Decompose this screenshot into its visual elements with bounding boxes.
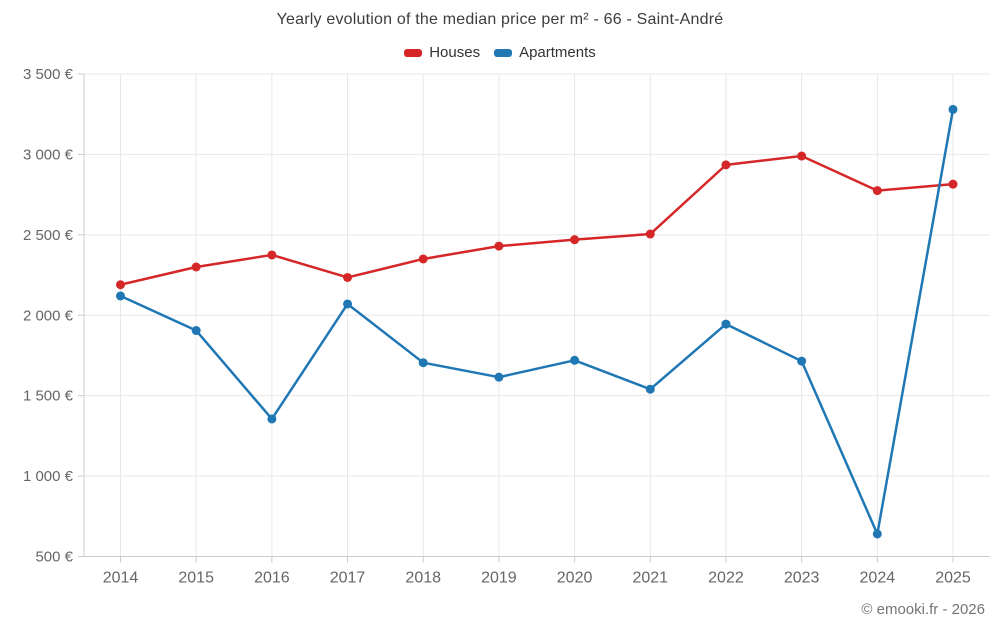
y-axis-tick-label: 3 000 € <box>23 146 74 163</box>
data-point-houses-2023[interactable] <box>797 151 807 161</box>
data-point-houses-2022[interactable] <box>721 160 731 170</box>
x-axis-tick-label: 2015 <box>178 570 214 587</box>
y-axis-tick-label: 1 500 € <box>23 388 74 405</box>
data-point-houses-2019[interactable] <box>494 241 504 251</box>
data-point-apartments-2016[interactable] <box>267 414 277 424</box>
x-axis-tick-label: 2023 <box>784 570 820 587</box>
x-axis-tick-label: 2024 <box>860 570 896 587</box>
data-point-houses-2020[interactable] <box>570 235 580 245</box>
watermark: © emooki.fr - 2026 <box>861 601 985 618</box>
x-axis-tick-label: 2022 <box>708 570 744 587</box>
series-line-houses[interactable] <box>119 154 955 286</box>
legend-label-houses: Houses <box>429 44 481 61</box>
legend-item-apartments[interactable]: Apartments <box>494 44 596 61</box>
data-point-houses-2024[interactable] <box>872 186 882 196</box>
x-axis-tick-label: 2021 <box>632 570 668 587</box>
y-axis-tick-label: 2 000 € <box>23 307 74 324</box>
y-axis-tick-label: 3 500 € <box>23 66 74 83</box>
data-point-apartments-2014[interactable] <box>116 291 125 301</box>
series-line-apartments[interactable] <box>119 108 955 536</box>
chart-legend: Houses Apartments <box>0 44 1000 61</box>
houses-series-swatch-icon <box>404 48 423 57</box>
data-point-apartments-2024[interactable] <box>872 529 882 539</box>
data-point-houses-2021[interactable] <box>645 229 655 239</box>
data-point-houses-2014[interactable] <box>116 280 125 290</box>
x-axis-tick-label: 2019 <box>481 570 517 587</box>
data-point-houses-2018[interactable] <box>418 254 428 264</box>
x-axis-tick-label: 2018 <box>405 570 441 587</box>
x-axis-tick-label: 2014 <box>103 570 139 587</box>
data-point-apartments-2015[interactable] <box>191 326 201 336</box>
data-point-apartments-2023[interactable] <box>797 356 807 366</box>
chart-title: Yearly evolution of the median price per… <box>276 11 724 28</box>
data-point-houses-2015[interactable] <box>191 262 201 272</box>
x-axis-tick-label: 2017 <box>330 570 366 587</box>
data-point-apartments-2020[interactable] <box>570 355 580 365</box>
data-point-houses-2025[interactable] <box>948 179 958 189</box>
data-point-apartments-2019[interactable] <box>494 372 504 382</box>
data-point-apartments-2021[interactable] <box>645 384 655 394</box>
x-axis-tick-label: 2020 <box>557 570 593 587</box>
data-point-apartments-2025[interactable] <box>948 104 958 114</box>
y-axis-tick-label: 1 000 € <box>23 468 74 485</box>
data-point-apartments-2022[interactable] <box>721 319 731 329</box>
x-axis-tick-label: 2025 <box>935 570 971 587</box>
legend-label-apartments: Apartments <box>519 44 596 61</box>
data-point-apartments-2018[interactable] <box>418 358 428 368</box>
x-axis-tick-label: 2016 <box>254 570 290 587</box>
y-axis-tick-label: 2 500 € <box>23 227 74 244</box>
data-point-houses-2017[interactable] <box>343 272 353 282</box>
legend-item-houses[interactable]: Houses <box>404 44 480 61</box>
data-point-houses-2016[interactable] <box>267 250 277 260</box>
data-point-apartments-2017[interactable] <box>343 299 353 309</box>
y-axis-tick-label: 500 € <box>35 549 73 566</box>
apartments-series-swatch-icon <box>494 48 513 57</box>
